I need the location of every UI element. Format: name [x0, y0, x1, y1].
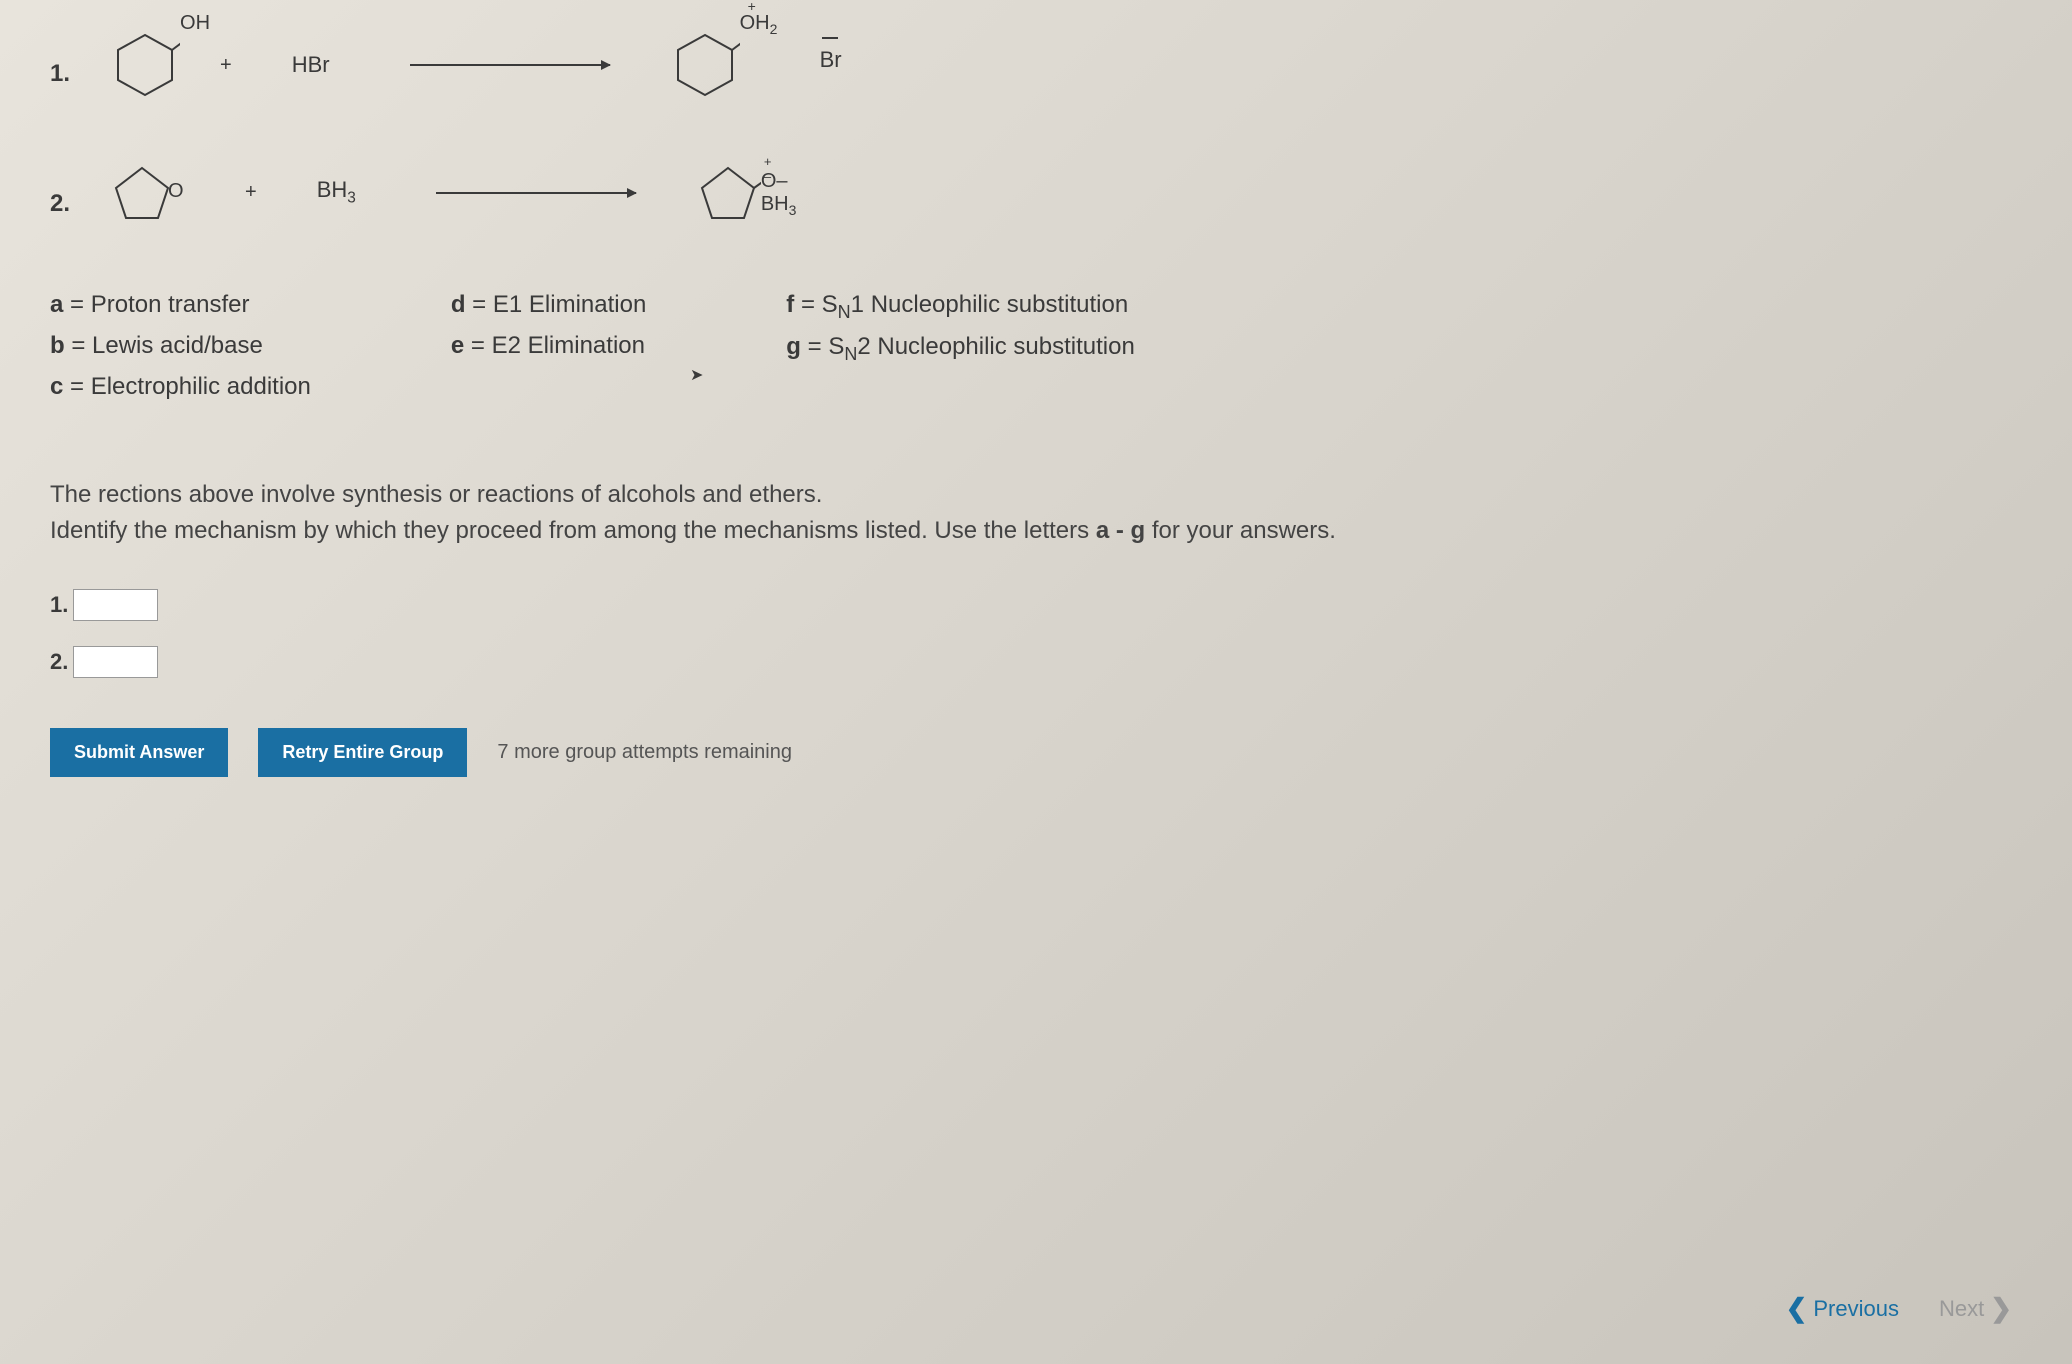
cursor-icon: ➤ [690, 362, 703, 389]
reaction-2-number: 2. [50, 190, 70, 218]
instructions-line-2: Identify the mechanism by which they pro… [50, 513, 2022, 549]
option-c: c = Electrophilic addition [50, 367, 311, 408]
options-col-1: a = Proton transfer b = Lewis acid/base … [50, 285, 311, 407]
reaction-2: 2. O + BH3 + – O–BH3 [50, 160, 2022, 225]
reaction-1-number: 1. [50, 60, 70, 88]
instructions-line-1: The rections above involve synthesis or … [50, 477, 2022, 513]
instructions-text: The rections above involve synthesis or … [50, 477, 2022, 549]
cyclopentyl-ether: O [110, 160, 175, 225]
bh3-label: BH3 [317, 177, 356, 207]
submit-answer-button[interactable]: Submit Answer [50, 728, 228, 777]
reaction-arrow-icon [436, 192, 636, 194]
hexagon-icon [110, 30, 180, 100]
retry-group-button[interactable]: Retry Entire Group [258, 728, 467, 777]
chevron-right-icon: ❯ [1990, 1293, 2012, 1324]
bh3-adduct: + – O–BH3 [696, 160, 761, 225]
button-row: Submit Answer Retry Entire Group 7 more … [50, 728, 2022, 777]
protonated-cyclohexanol: + OH2 [670, 30, 740, 100]
o-label: O [168, 180, 184, 203]
plus-sign: + [245, 181, 257, 204]
chevron-left-icon: ❮ [1786, 1293, 1808, 1324]
mechanism-options: a = Proton transfer b = Lewis acid/base … [50, 285, 2022, 407]
nav-footer: ❮ Previous Next ❯ [1786, 1293, 2012, 1324]
negative-charge-bar [822, 37, 838, 39]
reaction-arrow-icon [410, 64, 610, 66]
option-b: b = Lewis acid/base [50, 326, 311, 367]
obh3-label: O–BH3 [761, 170, 797, 218]
br-label: Br [820, 47, 842, 73]
answer-row-2: 2. [50, 646, 2022, 678]
option-e: e = E2 Elimination [451, 326, 646, 367]
reaction-1: 1. OH + HBr + OH2 Br [50, 30, 2022, 100]
answer-2-label: 2. [50, 649, 68, 675]
attempts-remaining-text: 7 more group attempts remaining [497, 741, 792, 764]
answer-2-input[interactable] [73, 646, 158, 678]
oh2-label: OH2 [740, 12, 778, 37]
answer-1-label: 1. [50, 592, 68, 618]
pentagon-icon [110, 160, 175, 225]
option-a: a = Proton transfer [50, 285, 311, 326]
answer-row-1: 1. [50, 589, 2022, 621]
options-col-2: d = E1 Elimination e = E2 Elimination ➤ [451, 285, 646, 407]
option-d: d = E1 Elimination [451, 285, 646, 326]
hexagon-icon [670, 30, 740, 100]
option-f: f = SN1 Nucleophilic substitution [786, 285, 1135, 327]
plus-sign: + [220, 54, 232, 77]
next-link[interactable]: Next ❯ [1939, 1293, 2012, 1324]
hbr-label: HBr [292, 52, 330, 78]
previous-link[interactable]: ❮ Previous [1786, 1293, 1899, 1324]
options-col-3: f = SN1 Nucleophilic substitution g = SN… [786, 285, 1135, 407]
option-g: g = SN2 Nucleophilic substitution [786, 327, 1135, 369]
cyclohexanol-structure: OH [110, 30, 180, 100]
answer-1-input[interactable] [73, 589, 158, 621]
oh-label: OH [180, 12, 210, 35]
pentagon-icon [696, 160, 761, 225]
